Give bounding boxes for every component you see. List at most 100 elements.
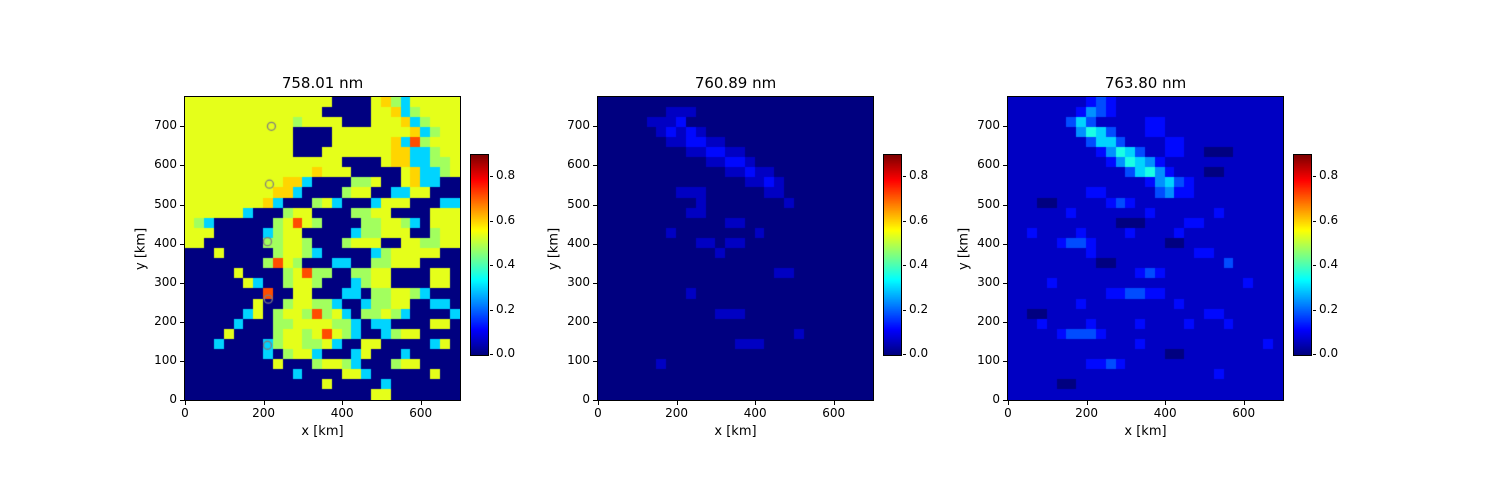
y-tick-mark xyxy=(180,360,184,362)
colorbar-tick-label: 0.6 xyxy=(909,212,929,227)
colorbar-tick-label: 0.2 xyxy=(1319,301,1339,316)
colorbar-tick-label: 0.4 xyxy=(1319,257,1339,272)
colorbar-tick-label: 0.2 xyxy=(909,301,929,316)
y-tick-label: 600 xyxy=(977,157,1000,172)
subplot-3-title: 763.80 nm xyxy=(1104,74,1187,92)
subplot-3-colorbar xyxy=(1293,154,1312,356)
colorbar-tick-mark xyxy=(490,354,493,355)
y-tick-mark xyxy=(593,243,597,245)
y-tick-label: 400 xyxy=(567,235,590,250)
colorbar-tick-label: 0.6 xyxy=(1319,212,1339,227)
colorbar-tick-label: 0.8 xyxy=(1319,168,1339,183)
colorbar-tick-label: 0.8 xyxy=(496,168,516,183)
x-tick-mark xyxy=(676,401,678,405)
x-tick-mark xyxy=(185,401,186,405)
y-tick-mark xyxy=(593,360,597,362)
colorbar-tick-label: 0.0 xyxy=(1319,346,1339,360)
subplot-3-x-axis-label: x [km] xyxy=(1124,424,1167,439)
x-tick-mark xyxy=(833,401,835,405)
y-tick-label: 500 xyxy=(567,196,590,211)
x-tick-mark xyxy=(755,401,757,405)
x-tick-mark xyxy=(263,401,265,405)
y-tick-mark xyxy=(593,126,597,128)
colorbar-tick-mark xyxy=(1313,265,1316,267)
y-tick-mark xyxy=(1003,321,1007,323)
y-tick-label: 300 xyxy=(977,274,1000,289)
y-tick-label: 700 xyxy=(154,118,177,133)
y-tick-label: 100 xyxy=(154,352,177,367)
y-tick-label: 200 xyxy=(977,313,1000,328)
y-tick-mark xyxy=(1003,126,1007,128)
subplot-1-heatmap-canvas xyxy=(184,96,461,401)
colorbar-tick-mark xyxy=(903,176,906,178)
x-tick-mark xyxy=(1165,401,1167,405)
colorbar-tick-label: 0.8 xyxy=(909,168,929,183)
x-tick-mark xyxy=(1243,401,1245,405)
x-tick-label: 0 xyxy=(1004,406,1012,420)
colorbar-tick-mark xyxy=(1313,220,1316,222)
y-tick-mark xyxy=(593,204,597,206)
y-tick-label: 100 xyxy=(567,352,590,367)
y-tick-mark xyxy=(180,126,184,128)
y-tick-mark xyxy=(1003,400,1007,401)
x-tick-label: 200 xyxy=(665,406,689,420)
y-tick-mark xyxy=(180,400,184,401)
x-tick-mark xyxy=(1008,401,1009,405)
x-tick-label: 600 xyxy=(409,406,433,420)
x-tick-mark xyxy=(420,401,422,405)
y-tick-label: 500 xyxy=(977,196,1000,211)
colorbar-tick-mark xyxy=(903,309,906,311)
colorbar-tick-mark xyxy=(1313,309,1316,311)
colorbar-tick-mark xyxy=(490,309,493,311)
y-tick-label: 200 xyxy=(154,313,177,328)
subplot-2-colorbar-canvas xyxy=(884,155,901,355)
colorbar-tick-mark xyxy=(490,265,493,267)
y-tick-mark xyxy=(593,282,597,284)
subplot-3-heatmap-canvas xyxy=(1007,96,1284,401)
y-tick-label: 300 xyxy=(567,274,590,289)
y-tick-mark xyxy=(180,204,184,206)
subplot-2-title: 760.89 nm xyxy=(694,74,777,92)
colorbar-tick-mark xyxy=(490,220,493,222)
colorbar-tick-label: 0.0 xyxy=(496,346,516,360)
y-tick-label: 100 xyxy=(977,352,1000,367)
y-tick-mark xyxy=(593,165,597,167)
colorbar-tick-label: 0.0 xyxy=(909,346,929,360)
x-tick-label: 200 xyxy=(1075,406,1099,420)
subplot-1-colorbar xyxy=(470,154,489,356)
x-tick-label: 0 xyxy=(594,406,602,420)
y-tick-label: 200 xyxy=(567,313,590,328)
subplot-1-x-axis-label: x [km] xyxy=(301,424,344,439)
y-tick-mark xyxy=(180,282,184,284)
y-tick-label: 0 xyxy=(582,392,590,406)
y-tick-mark xyxy=(1003,243,1007,245)
y-tick-label: 400 xyxy=(154,235,177,250)
subplot-3-colorbar-canvas xyxy=(1294,155,1311,355)
y-tick-label: 0 xyxy=(169,392,177,406)
x-tick-label: 0 xyxy=(181,406,189,420)
subplot-1-colorbar-canvas xyxy=(471,155,488,355)
x-tick-mark xyxy=(1086,401,1088,405)
colorbar-tick-label: 0.2 xyxy=(496,301,516,316)
colorbar-tick-mark xyxy=(903,354,906,355)
x-tick-mark xyxy=(342,401,344,405)
x-tick-label: 600 xyxy=(1232,406,1256,420)
subplot-2-colorbar xyxy=(883,154,902,356)
y-tick-mark xyxy=(1003,165,1007,167)
y-tick-mark xyxy=(180,243,184,245)
x-tick-label: 600 xyxy=(822,406,846,420)
y-tick-label: 600 xyxy=(567,157,590,172)
y-tick-mark xyxy=(593,400,597,401)
subplot-1: 758.01 nm y [km] x [km] 0 200 400 600 0 100 20… xyxy=(134,74,516,439)
y-tick-mark xyxy=(1003,282,1007,284)
subplot-2-x-axis-label: x [km] xyxy=(714,424,757,439)
y-tick-label: 400 xyxy=(977,235,1000,250)
y-tick-mark xyxy=(1003,204,1007,206)
subplot-2: 760.89 nm y [km] x [km] 0 200 400 600 0 100 20… xyxy=(547,74,929,439)
y-tick-mark xyxy=(593,321,597,323)
x-tick-label: 400 xyxy=(743,406,767,420)
subplot-2-heatmap-canvas xyxy=(597,96,874,401)
y-tick-label: 300 xyxy=(154,274,177,289)
x-tick-label: 400 xyxy=(1153,406,1177,420)
